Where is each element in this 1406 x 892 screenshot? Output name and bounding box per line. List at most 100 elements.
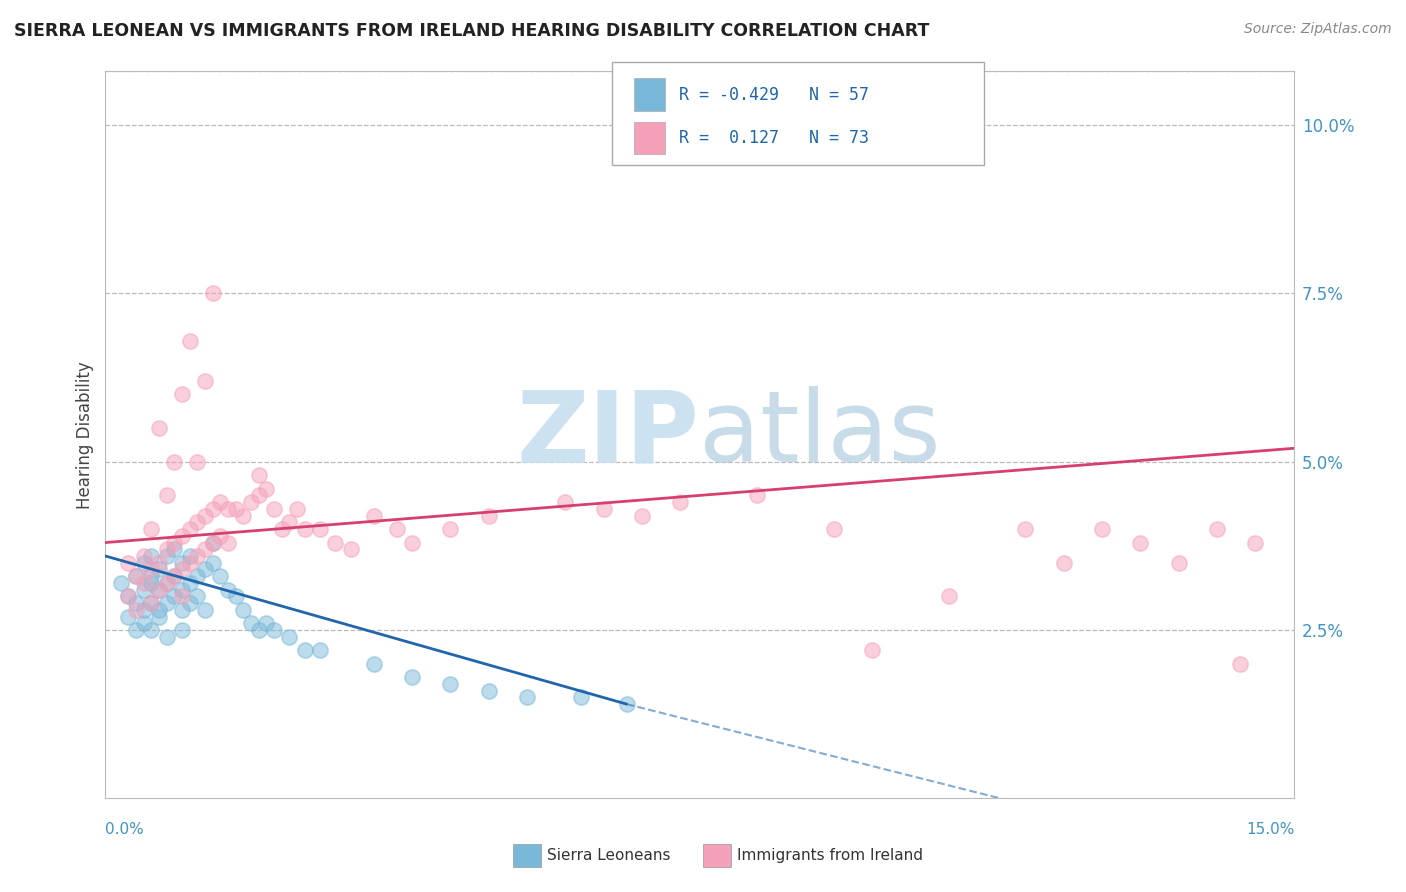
Point (186, 549, 208, 563)
Point (217, 502, 239, 516)
Point (1129, 535, 1152, 549)
Point (225, 502, 247, 516)
Point (125, 596, 148, 610)
Point (141, 569, 163, 583)
Point (201, 502, 224, 516)
Point (163, 455, 186, 469)
Point (254, 482, 277, 496)
Point (201, 286, 224, 301)
Point (339, 542, 361, 557)
Point (125, 569, 148, 583)
Point (194, 603, 217, 617)
Point (179, 334, 201, 348)
Point (148, 582, 170, 597)
Point (217, 582, 239, 597)
Point (125, 623, 148, 637)
Point (186, 455, 208, 469)
Point (172, 562, 194, 576)
Point (172, 582, 194, 597)
Point (385, 522, 408, 536)
Point (179, 576, 201, 591)
Point (592, 502, 614, 516)
Point (141, 596, 163, 610)
Point (201, 535, 224, 549)
Point (309, 643, 332, 657)
Point (263, 502, 285, 516)
Point (156, 549, 179, 563)
Point (194, 562, 217, 576)
Point (554, 495, 576, 509)
Point (141, 596, 163, 610)
Text: SIERRA LEONEAN VS IMMIGRANTS FROM IRELAND HEARING DISABILITY CORRELATION CHART: SIERRA LEONEAN VS IMMIGRANTS FROM IRELAN… (14, 22, 929, 40)
Point (141, 623, 163, 637)
Point (439, 677, 461, 691)
Point (254, 616, 277, 631)
Point (125, 569, 148, 583)
Point (117, 590, 139, 604)
Point (278, 516, 301, 530)
Point (172, 556, 194, 570)
Point (194, 542, 217, 557)
Point (1052, 556, 1074, 570)
Point (132, 582, 155, 597)
Point (209, 569, 232, 583)
Point (209, 495, 232, 509)
Point (117, 590, 139, 604)
Point (294, 643, 316, 657)
Point (823, 522, 845, 536)
Text: Sierra Leoneans: Sierra Leoneans (547, 848, 671, 863)
Point (201, 535, 224, 549)
Point (225, 590, 247, 604)
Point (247, 623, 270, 637)
Point (132, 616, 155, 631)
Point (401, 670, 423, 684)
Point (132, 603, 155, 617)
Point (194, 374, 217, 388)
Point (938, 590, 960, 604)
Point (132, 556, 155, 570)
Point (163, 542, 186, 557)
Point (247, 488, 270, 502)
Point (363, 657, 385, 671)
Point (439, 522, 461, 536)
Point (201, 556, 224, 570)
Point (1205, 522, 1227, 536)
Point (569, 690, 592, 705)
Point (1244, 535, 1267, 549)
Point (172, 623, 194, 637)
Point (478, 683, 501, 698)
Point (401, 535, 423, 549)
Point (186, 590, 208, 604)
Point (745, 488, 768, 502)
Point (156, 576, 179, 591)
Point (240, 616, 263, 631)
Point (186, 569, 208, 583)
Point (141, 562, 163, 576)
Point (363, 508, 385, 523)
Point (117, 609, 139, 624)
Point (325, 535, 347, 549)
Point (148, 421, 170, 435)
Point (1229, 657, 1251, 671)
Point (232, 603, 254, 617)
Point (172, 603, 194, 617)
Point (194, 508, 217, 523)
Point (232, 508, 254, 523)
Point (172, 387, 194, 401)
Point (148, 556, 170, 570)
Point (278, 630, 301, 644)
Point (478, 508, 501, 523)
Point (117, 556, 139, 570)
Point (616, 697, 638, 711)
Point (179, 549, 201, 563)
Point (163, 535, 186, 549)
Text: R = -0.429   N = 57: R = -0.429 N = 57 (679, 86, 869, 103)
Point (172, 529, 194, 543)
Point (132, 576, 155, 591)
Point (1091, 522, 1114, 536)
Point (186, 516, 208, 530)
Point (179, 596, 201, 610)
Point (156, 488, 179, 502)
Point (516, 690, 538, 705)
Point (1167, 556, 1189, 570)
